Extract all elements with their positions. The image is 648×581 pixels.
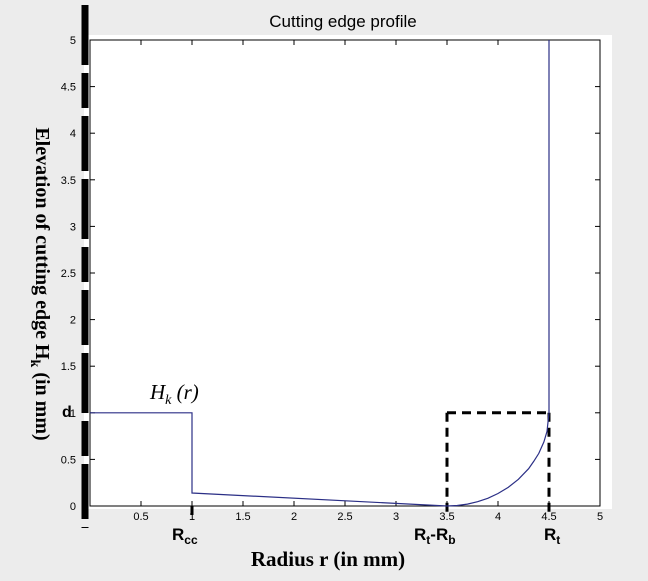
y-axis-label-sub: k: [27, 360, 42, 368]
y-tick-label: 5: [70, 35, 76, 47]
rtrb-main-1: R: [414, 525, 426, 544]
y-axis-label-tail: (in mm): [31, 367, 53, 440]
x-tick-label: 2.5: [337, 511, 352, 523]
y-tick-label: 4: [70, 128, 76, 140]
x-tick-label: 1.5: [235, 511, 250, 523]
rcc-label-main: R: [172, 525, 184, 544]
y-axis-label: Elevation of cutting edge Hk (in mm): [27, 127, 53, 440]
y-tick-label: 2.5: [61, 268, 76, 280]
series-group: [90, 40, 550, 507]
rcc-label: Rcc: [172, 525, 198, 547]
plot-background: [84, 35, 612, 509]
axes: 0.5 1 1.5 2 2.5 3 3.5 4 4.5 5 0 0.5 1 1.5 2 2.5 3 3.5 4 4.5…: [61, 35, 603, 523]
x-tick-label: 4: [495, 511, 501, 523]
x-tick-label: 5: [597, 511, 603, 523]
rt-label-sub: t: [556, 533, 560, 547]
y-tick-label: 3: [70, 221, 76, 233]
x-axis-label: Radius r (in mm): [251, 547, 405, 571]
curve-label-tail: (r): [171, 380, 198, 404]
rt-minus-rb-label: Rt-Rb: [414, 525, 456, 547]
x-tick-label: 4.5: [541, 511, 556, 523]
reference-lines: [190, 411, 551, 518]
y-axis-label-main: Elevation of cutting edge H: [31, 127, 53, 360]
x-tick-label: 3: [393, 511, 399, 523]
chart-title: Cutting edge profile: [269, 12, 416, 31]
profile-series-line: [90, 40, 550, 507]
d-label: d: [62, 404, 72, 421]
y-tick-label: 1: [70, 408, 76, 420]
curve-label-sub: k: [165, 393, 172, 408]
rtrb-sub-2: b: [448, 533, 455, 547]
y-tick-label: 2: [70, 315, 76, 327]
rt-label-main: R: [544, 525, 556, 544]
y-tick-label: 0: [70, 501, 76, 513]
curve-label-main: H: [149, 380, 167, 404]
rt-label: Rt: [544, 525, 560, 547]
x-tick-label: 0.5: [133, 511, 148, 523]
y-tick-label: 1.5: [61, 361, 76, 373]
x-tick-label: 2: [291, 511, 297, 523]
x-tick-label: 1: [189, 511, 195, 523]
y-tick-label: 0.5: [61, 454, 76, 466]
rtrb-sub-1: t: [426, 533, 430, 547]
rtrb-dash: -R: [430, 525, 448, 544]
x-tick-label: 3.5: [439, 511, 454, 523]
rcc-label-sub: cc: [184, 533, 198, 547]
y-tick-label: 3.5: [61, 175, 76, 187]
y-tick-label: 4.5: [61, 82, 76, 94]
curve-label: Hk (r): [149, 380, 199, 408]
